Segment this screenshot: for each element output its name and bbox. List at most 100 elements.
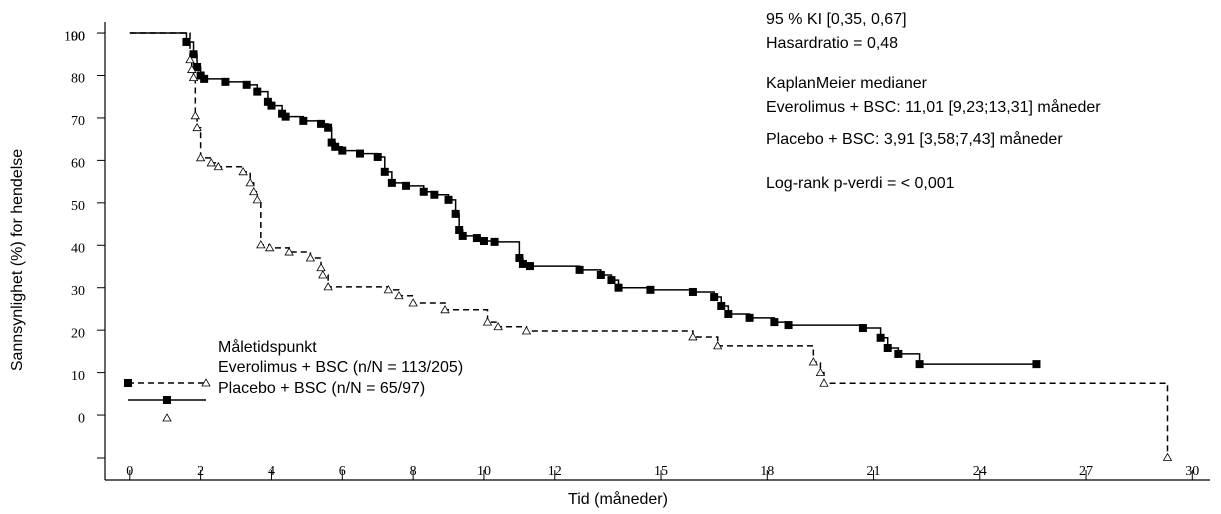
censor-marker [323,282,333,291]
censor-marker [490,237,499,246]
censor-marker [252,195,262,204]
censor-marker [1162,452,1173,461]
x-tick-label: 0 [126,464,133,479]
censor-marker [402,181,411,190]
censor-marker [316,262,326,272]
censor-marker [688,332,698,341]
censor-marker [858,324,867,333]
y-tick-label: 0 [78,411,85,426]
censor-marker [444,195,453,204]
y-tick-label: 100 [64,29,85,44]
censor-marker [770,318,779,327]
censor-marker [515,254,524,263]
annotation: 95 % KI [0,35, 0,67] [766,11,907,28]
censor-marker [264,243,275,252]
censor-marker [188,72,199,82]
censor-marker [331,142,340,151]
y-tick-label: 70 [71,114,85,129]
censor-marker [380,167,389,176]
censor-marker [305,253,316,262]
censor-marker [195,153,206,162]
annotation: Placebo + BSC: 3,91 [3,58;7,43] måneder [766,130,1063,148]
censor-marker [284,247,294,256]
censor-marker [408,298,418,307]
censor-marker [458,231,467,240]
censor-marker [253,87,262,96]
x-tick-label: 10 [477,464,491,479]
x-tick-label: 15 [654,464,668,479]
censor-marker [221,77,230,86]
censor-marker [713,341,723,350]
censor-marker [187,64,197,73]
censor-marker [387,178,396,187]
censor-marker [1032,360,1041,369]
censor-marker [193,62,202,71]
censor-marker [876,333,885,342]
censor-marker [190,111,201,120]
x-tick-label: 21 [867,464,881,479]
x-tick-label: 8 [410,464,417,479]
censor-marker [185,54,195,64]
censor-marker [883,343,892,352]
censor-marker [596,270,605,279]
censor-marker [710,293,719,302]
censor-marker [373,152,382,161]
censor-marker [200,74,209,83]
censor-marker [318,270,328,279]
censor-marker [717,301,726,310]
censor-marker [646,285,655,294]
annotation: KaplanMeier medianer [766,75,928,92]
censor-marker [356,149,364,158]
censor-marker [242,80,251,89]
censor-marker [267,101,276,110]
censor-marker [206,158,216,167]
censor-marker [238,167,248,176]
y-tick-label: 50 [71,199,85,214]
legend-label: Everolimus + BSC (n/N = 113/205) [218,359,463,376]
censor-marker [249,186,259,196]
censor-marker [394,290,404,300]
x-tick-label: 18 [760,464,774,479]
censor-marker [327,138,336,147]
censor-marker [526,262,534,271]
x-tick-label: 30 [1185,464,1199,479]
x-tick-label: 6 [339,464,346,479]
censor-marker [324,123,333,132]
censor-marker [745,313,754,322]
x-tick-label: 24 [973,464,987,479]
y-tick-label: 10 [71,369,85,384]
x-tick-label: 2 [197,464,204,479]
legend-marker [163,396,171,404]
censor-marker [430,190,439,199]
annotation: Log-rank p-verdi = < 0,001 [766,175,955,192]
censor-marker [419,187,428,196]
censor-marker [256,240,266,249]
censor-marker [338,146,347,155]
censor-marker [607,276,616,285]
legend-label: Placebo + BSC (n/N = 65/97) [218,380,425,397]
x-axis-label: Tid (måneder) [568,490,668,508]
censor-marker [451,209,460,218]
censor-marker [479,237,488,246]
censor-marker [455,225,464,234]
x-tick-label: 27 [1079,464,1093,479]
y-tick-label: 80 [71,72,85,87]
censor-marker [521,326,532,335]
y-tick-label: 90 [71,29,85,44]
y-tick-label: 20 [71,326,85,341]
censor-marker [472,234,481,243]
censor-marker [281,112,290,121]
censor-marker [440,304,450,314]
censor-marker [299,116,308,125]
y-tick-label: 30 [71,284,85,299]
censor-marker [915,360,924,369]
censor-marker [245,178,255,187]
censor-marker [819,378,829,387]
x-tick-label: 12 [548,464,562,479]
censor-marker [192,122,202,132]
censor-marker [784,321,793,330]
legend-marker [124,379,132,387]
censor-marker [383,285,394,294]
censor-marker [189,50,198,59]
censor-marker [894,349,903,358]
